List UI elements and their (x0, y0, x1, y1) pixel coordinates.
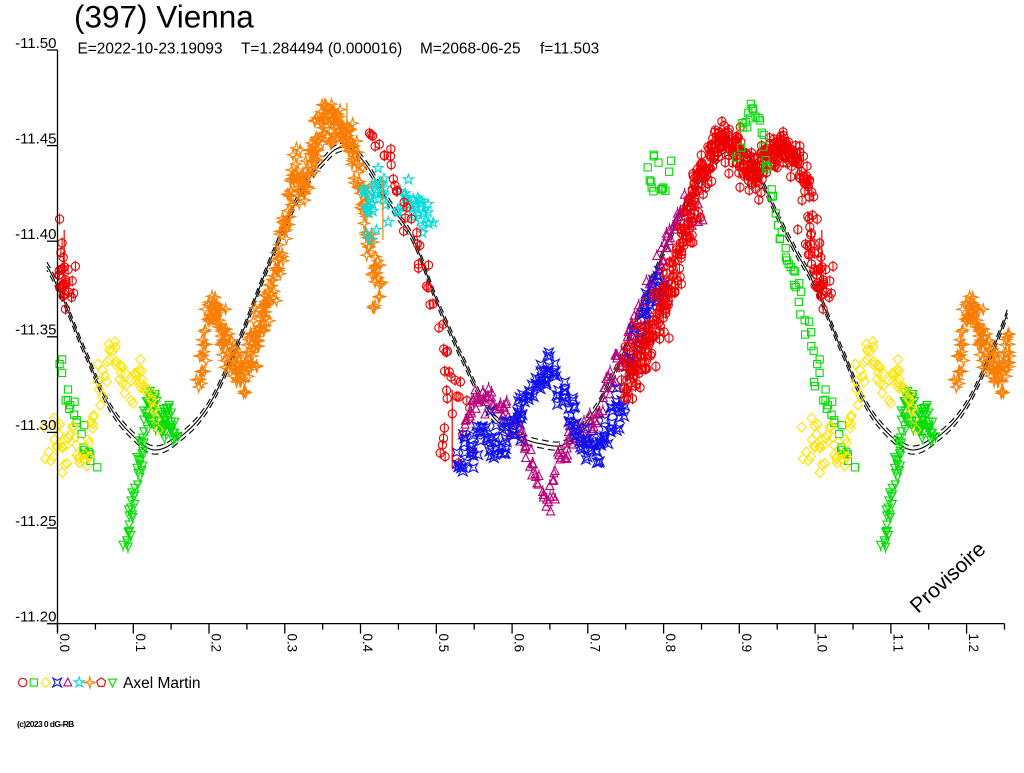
svg-text:E=2022-10-23.19093: E=2022-10-23.19093 (78, 41, 223, 58)
svg-text:0.6: 0.6 (512, 634, 527, 653)
svg-text:-11.20: -11.20 (15, 608, 56, 625)
svg-text:0.8: 0.8 (663, 634, 678, 653)
svg-text:-11.30: -11.30 (15, 417, 56, 434)
svg-text:Axel Martin: Axel Martin (123, 675, 201, 692)
svg-text:0.9: 0.9 (739, 634, 754, 653)
svg-text:-11.35: -11.35 (15, 322, 56, 339)
svg-text:1.1: 1.1 (890, 634, 905, 653)
svg-text:(c)2023 0 dG-RB: (c)2023 0 dG-RB (17, 719, 74, 729)
svg-text:(397) Vienna: (397) Vienna (74, 0, 254, 35)
svg-text:0.1: 0.1 (133, 634, 148, 653)
svg-text:f=11.503: f=11.503 (540, 41, 599, 58)
svg-text:1.0: 1.0 (815, 634, 830, 653)
svg-text:1.2: 1.2 (966, 634, 981, 653)
svg-text:0.0: 0.0 (57, 634, 72, 653)
svg-text:-11.50: -11.50 (15, 35, 56, 52)
svg-text:-11.25: -11.25 (15, 513, 56, 530)
svg-text:0.5: 0.5 (436, 634, 451, 653)
svg-text:T=1.284494 (0.000016): T=1.284494 (0.000016) (241, 41, 402, 58)
svg-text:0.2: 0.2 (209, 634, 224, 653)
svg-text:0.4: 0.4 (360, 634, 375, 653)
svg-text:0.3: 0.3 (284, 634, 299, 653)
svg-text:-11.45: -11.45 (15, 130, 56, 147)
svg-text:0.7: 0.7 (587, 634, 602, 653)
svg-text:-11.40: -11.40 (15, 226, 56, 243)
svg-text:M=2068-06-25: M=2068-06-25 (420, 41, 521, 58)
